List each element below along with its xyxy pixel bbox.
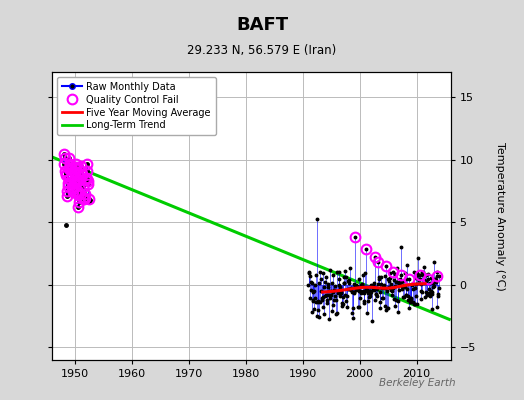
Y-axis label: Temperature Anomaly (°C): Temperature Anomaly (°C) bbox=[496, 142, 506, 290]
Text: Berkeley Earth: Berkeley Earth bbox=[379, 378, 456, 388]
Text: BAFT: BAFT bbox=[236, 16, 288, 34]
Legend: Raw Monthly Data, Quality Control Fail, Five Year Moving Average, Long-Term Tren: Raw Monthly Data, Quality Control Fail, … bbox=[57, 77, 216, 135]
Text: 29.233 N, 56.579 E (Iran): 29.233 N, 56.579 E (Iran) bbox=[188, 44, 336, 57]
